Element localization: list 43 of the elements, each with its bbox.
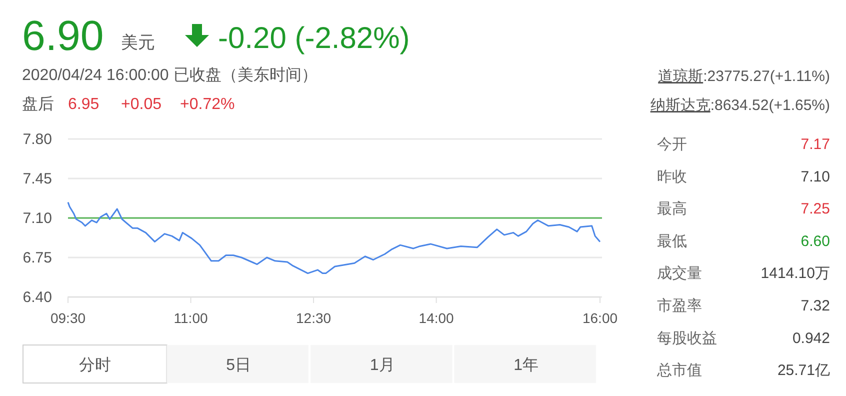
text: 25.71亿	[777, 362, 830, 380]
text: 7.10	[800, 168, 830, 186]
text: +0.72%	[180, 96, 235, 113]
text: :23775.27(+1.11%)	[703, 68, 830, 85]
y-tick-label: 6.40	[22, 288, 52, 306]
text: 2020/04/24 16:00:00 已收盘（美东时间）	[22, 66, 318, 84]
x-tick-label: 12:30	[296, 310, 332, 326]
y-tick-label: 6.75	[22, 249, 52, 266]
text: 5日	[226, 357, 252, 374]
text: 美元	[121, 33, 155, 52]
text: 纳斯达克	[650, 97, 710, 114]
x-tick-label: 09:30	[50, 310, 86, 326]
y-tick-label: 7.80	[22, 130, 52, 148]
text: 7.32	[800, 298, 830, 314]
category-label: 市盈率	[657, 298, 702, 314]
text: 道琼斯	[658, 68, 704, 85]
text: +0.05	[121, 96, 162, 113]
x-tick-label: 16:00	[582, 310, 618, 326]
category-label: 最低	[657, 232, 687, 250]
category-label: 最高	[657, 200, 687, 218]
text: :8634.52(+1.65%)	[710, 97, 830, 114]
category-label: 成交量	[657, 265, 702, 282]
category-label: 昨收	[657, 168, 687, 186]
y-tick-label: 7.45	[22, 170, 52, 188]
text: 7.17	[800, 136, 830, 153]
text: 6.95	[68, 96, 100, 113]
category-label: 每股收益	[657, 330, 717, 347]
category-label: 今开	[657, 136, 687, 153]
category-label: 总市值	[656, 362, 702, 380]
text: 1月	[370, 357, 395, 374]
text: 7.25	[800, 200, 830, 218]
text: 1年	[514, 357, 539, 374]
x-tick-label: 11:00	[174, 310, 208, 326]
x-tick-label: 14:00	[418, 310, 454, 326]
text: -0.20 (-2.82%)	[218, 22, 410, 55]
text: 0.942	[792, 330, 830, 347]
text: 6.60	[800, 232, 830, 250]
text: 1414.10万	[760, 265, 830, 282]
line-series	[67, 201, 601, 274]
text: 盘后	[22, 95, 54, 113]
text: 6.90	[22, 12, 104, 59]
text: 分时	[78, 356, 111, 374]
y-tick-label: 7.10	[22, 210, 52, 227]
